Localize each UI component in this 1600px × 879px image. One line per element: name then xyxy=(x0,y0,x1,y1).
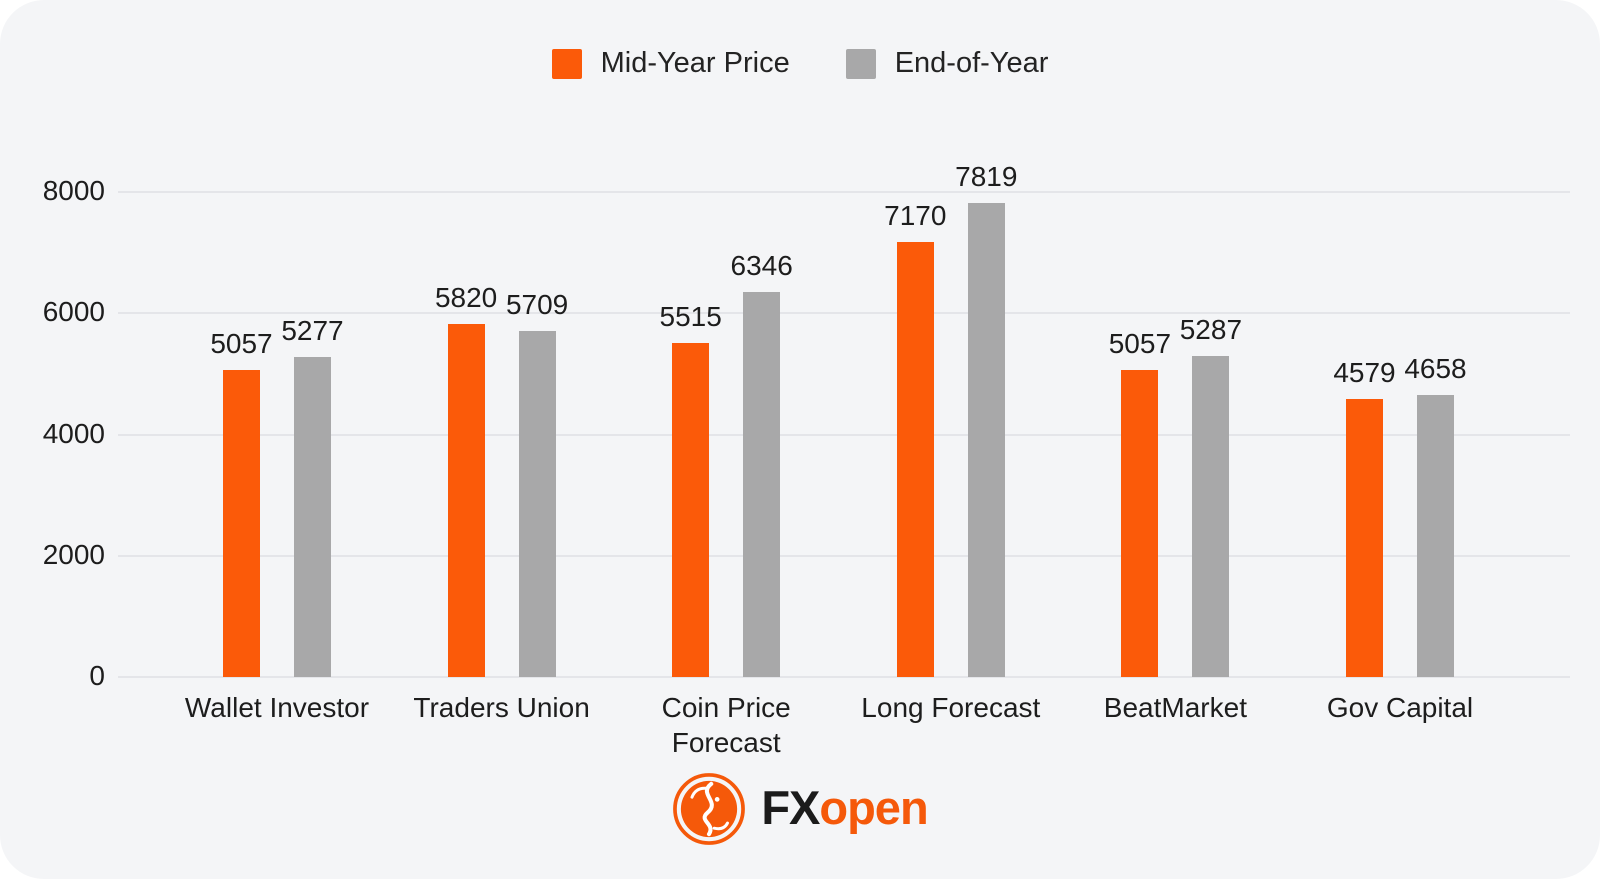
value-label-end-of-year-gov-capital: 4658 xyxy=(1404,352,1467,384)
xlabel-coin-price-forecast: Coin Price Forecast xyxy=(661,692,791,758)
value-label-end-of-year-wallet-investor: 5277 xyxy=(281,315,344,347)
fxopen-logo-text: FXopen xyxy=(761,780,928,835)
value-label-mid-year-price-long-forecast: 7170 xyxy=(884,200,947,232)
fxopen-logo-icon xyxy=(673,773,746,845)
bar-mid-year-price-beatmarket xyxy=(1121,370,1159,677)
value-label-mid-year-price-beatmarket: 5057 xyxy=(1108,328,1172,360)
xlabel-gov-capital: Gov Capital xyxy=(1326,692,1474,723)
ytick-label-8000: 8000 xyxy=(42,174,105,206)
value-label-mid-year-price-gov-capital: 4579 xyxy=(1333,357,1396,389)
gridline-2000 xyxy=(118,554,1570,557)
bar-mid-year-price-coin-price-forecast xyxy=(672,342,710,677)
xlabel-beatmarket: BeatMarket xyxy=(1103,692,1247,723)
gridline-4000 xyxy=(118,433,1570,436)
legend-label-end-of-year: End-of-Year xyxy=(894,47,1049,79)
bar-end-of-year-gov-capital xyxy=(1417,394,1454,677)
bar-mid-year-price-traders-union xyxy=(447,324,485,677)
ytick-label-0: 0 xyxy=(89,659,105,691)
bar-end-of-year-coin-price-forecast xyxy=(743,292,781,677)
gridline-6000 xyxy=(118,312,1570,315)
value-label-end-of-year-coin-price-forecast: 6346 xyxy=(730,250,793,282)
bar-end-of-year-beatmarket xyxy=(1192,356,1230,677)
legend-swatch-end-of-year xyxy=(845,48,876,79)
bar-end-of-year-long-forecast xyxy=(967,202,1005,677)
ytick-label-4000: 4000 xyxy=(42,417,105,449)
fxopen-logo: FXopen xyxy=(0,772,1600,846)
legend-label-mid-year-price: Mid-Year Price xyxy=(600,47,790,79)
value-label-end-of-year-beatmarket: 5287 xyxy=(1179,314,1243,346)
legend-item-mid-year-price: Mid-Year Price xyxy=(551,47,790,80)
legend: Mid-Year Price End-of-Year xyxy=(0,47,1600,80)
bar-end-of-year-traders-union xyxy=(518,330,556,677)
bar-mid-year-price-wallet-investor xyxy=(223,370,260,677)
value-label-mid-year-price-coin-price-forecast: 5515 xyxy=(659,300,722,332)
value-label-end-of-year-traders-union: 5709 xyxy=(505,288,569,320)
gridline-0 xyxy=(118,676,1570,678)
xlabel-wallet-investor: Wallet Investor xyxy=(184,692,370,723)
logo-text-fx: FX xyxy=(761,780,820,834)
xlabel-long-forecast: Long Forecast xyxy=(861,692,1041,723)
logo-text-open: open xyxy=(819,780,928,834)
legend-item-end-of-year: End-of-Year xyxy=(845,47,1049,80)
gridline-8000 xyxy=(118,191,1570,193)
legend-swatch-mid-year-price xyxy=(551,48,582,79)
value-label-mid-year-price-wallet-investor: 5057 xyxy=(210,328,273,360)
value-label-end-of-year-long-forecast: 7819 xyxy=(955,160,1018,192)
ytick-label-2000: 2000 xyxy=(42,538,105,570)
ytick-label-6000: 6000 xyxy=(42,296,105,328)
bar-mid-year-price-long-forecast xyxy=(896,242,934,677)
xlabel-traders-union: Traders Union xyxy=(413,692,590,723)
bar-end-of-year-wallet-investor xyxy=(294,357,331,677)
bar-mid-year-price-gov-capital xyxy=(1346,399,1383,677)
value-label-mid-year-price-traders-union: 5820 xyxy=(434,282,498,314)
